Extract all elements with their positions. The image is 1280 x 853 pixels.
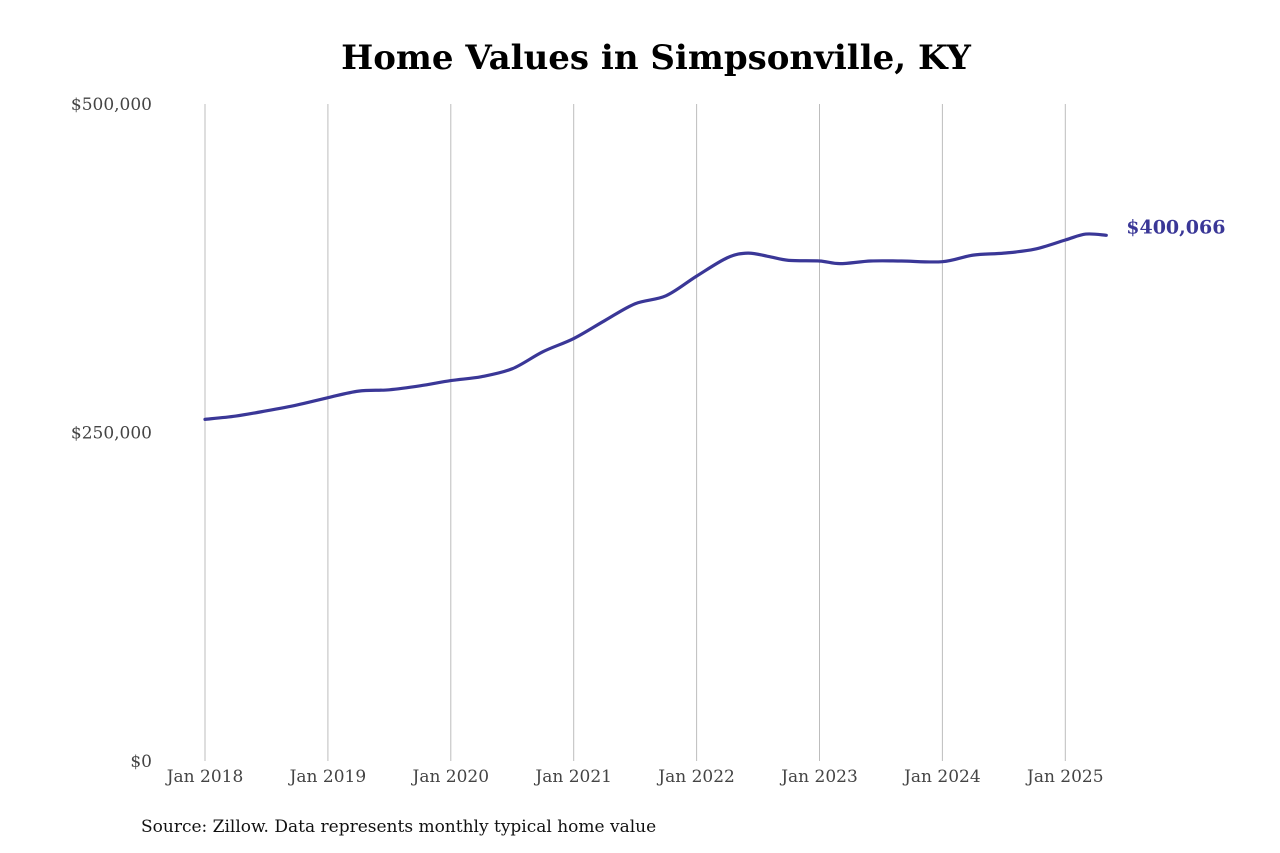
x-tick-label: Jan 2022 — [656, 767, 735, 787]
chart-title: Home Values in Simpsonville, KY — [341, 38, 971, 78]
y-axis-ticks: $0 $250,000 $500,000 — [71, 95, 152, 772]
label-layer: $400,066 — [1126, 216, 1225, 238]
x-tick-label: Jan 2020 — [411, 767, 490, 787]
series-layer — [203, 232, 1108, 421]
x-tick-label: Jan 2023 — [779, 767, 858, 787]
y-tick-label: $250,000 — [71, 424, 152, 444]
y-tick-label: $0 — [130, 752, 152, 772]
x-axis-ticks: Jan 2018 Jan 2019 Jan 2020 Jan 2021 Jan 2022… — [165, 767, 1104, 787]
x-tick-label: Jan 2024 — [902, 767, 981, 787]
x-tick-label: Jan 2021 — [533, 767, 612, 787]
series-line-0 — [203, 232, 1108, 421]
source-note: Source: Zillow. Data represents monthly … — [141, 817, 657, 837]
x-tick-label: Jan 2018 — [165, 767, 244, 787]
x-tick-label: Jan 2019 — [288, 767, 367, 787]
x-tick-label: Jan 2025 — [1025, 767, 1104, 787]
y-tick-label: $500,000 — [71, 95, 152, 115]
end-value-label: $400,066 — [1126, 216, 1225, 238]
gridlines — [204, 104, 1066, 761]
